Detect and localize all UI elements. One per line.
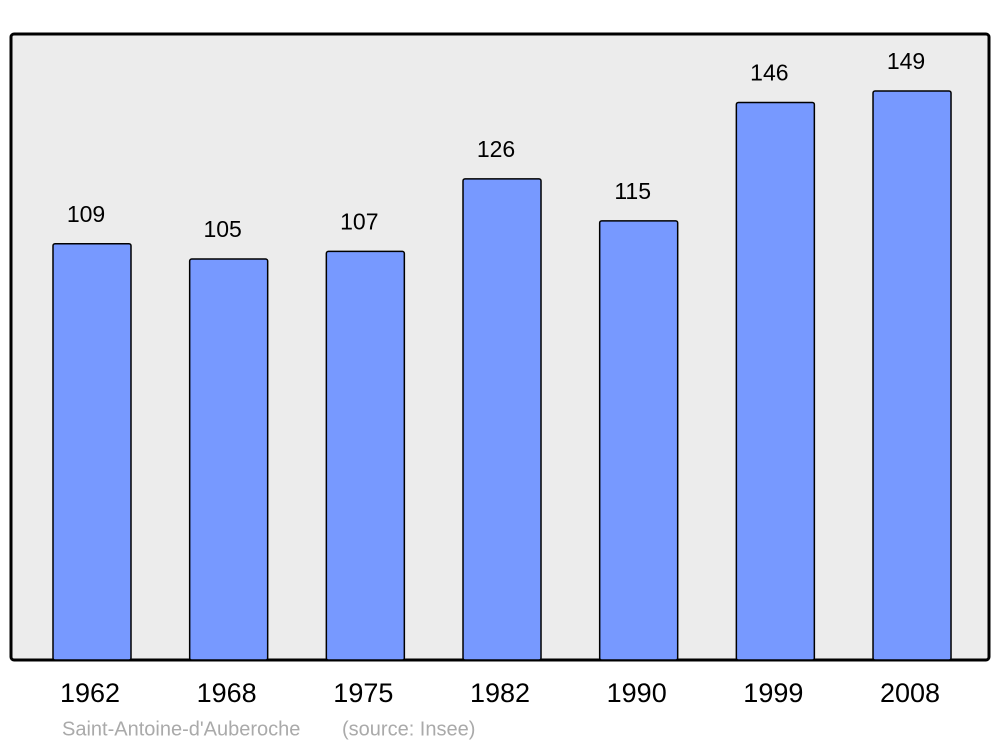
- bar: [52, 243, 132, 661]
- bar: [872, 90, 952, 661]
- caption: Saint-Antoine-d'Auberoche: [62, 718, 300, 740]
- bar: [462, 178, 542, 661]
- x-tick-label: 1968: [197, 678, 257, 708]
- x-tick-label: 2008: [880, 678, 940, 708]
- bar: [735, 101, 816, 661]
- bar: [598, 220, 679, 661]
- value-label: 149: [887, 48, 925, 74]
- value-label: 105: [203, 216, 241, 242]
- x-tick-label: 1982: [470, 678, 530, 708]
- x-tick-label: 1962: [60, 678, 120, 708]
- bar: [188, 258, 269, 661]
- source: (source: Insee): [342, 718, 475, 740]
- value-label: 109: [67, 201, 105, 227]
- value-label: 107: [340, 208, 378, 234]
- bar: [325, 250, 406, 661]
- x-tick-label: 1999: [743, 678, 803, 708]
- value-label: 146: [750, 60, 788, 86]
- value-label: 126: [477, 136, 515, 162]
- value-label: 115: [614, 178, 651, 204]
- x-tick-label: 1990: [607, 678, 667, 708]
- x-tick-label: 1975: [333, 678, 393, 708]
